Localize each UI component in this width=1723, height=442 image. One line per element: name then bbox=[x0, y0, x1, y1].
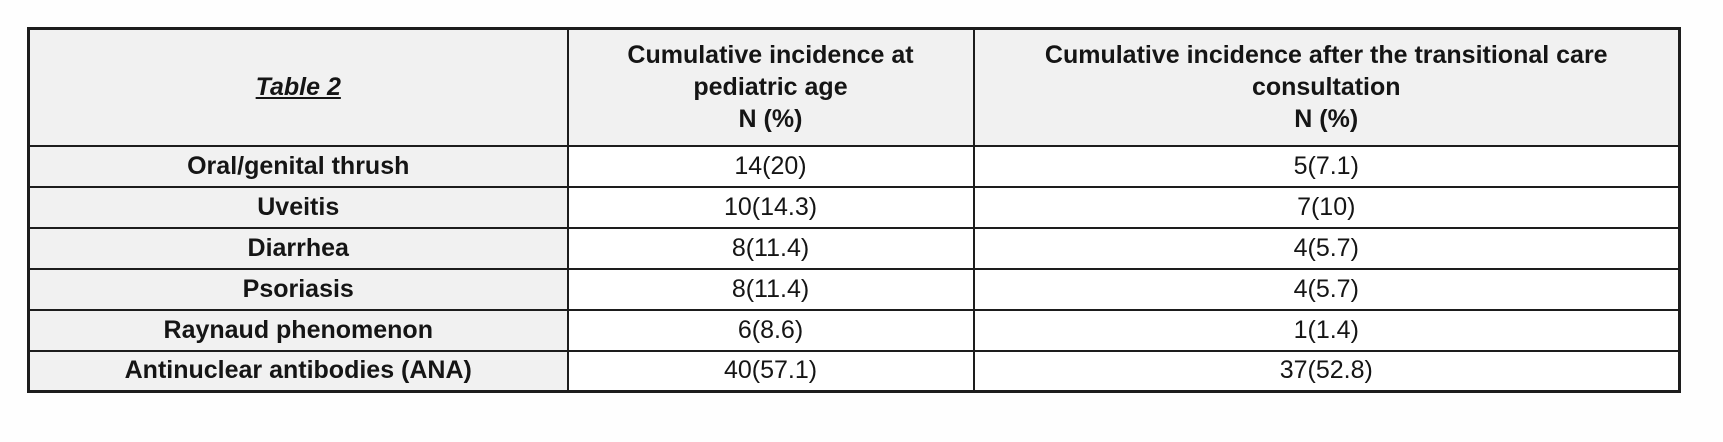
cell-pediatric: 10(14.3) bbox=[566, 185, 975, 229]
row-label: Antinuclear antibodies (ANA) bbox=[27, 349, 569, 393]
column-header-pediatric-unit: N (%) bbox=[738, 105, 803, 134]
column-header-after-consultation-unit: N (%) bbox=[1294, 105, 1359, 134]
column-header-after-consultation: Cumulative incidence after the transitio… bbox=[972, 27, 1681, 147]
cell-after: 4(5.7) bbox=[972, 226, 1681, 270]
table-row: Antinuclear antibodies (ANA) 40(57.1) 37… bbox=[27, 349, 1681, 393]
cell-pediatric: 8(11.4) bbox=[566, 226, 975, 270]
cell-pediatric: 6(8.6) bbox=[566, 308, 975, 352]
column-header-pediatric-label: Cumulative incidence at pediatric age bbox=[627, 41, 914, 102]
cell-pediatric: 40(57.1) bbox=[566, 349, 975, 393]
table-row: Raynaud phenomenon 6(8.6) 1(1.4) bbox=[27, 308, 1681, 352]
cell-pediatric: 14(20) bbox=[566, 144, 975, 188]
row-label: Uveitis bbox=[27, 185, 569, 229]
cell-after: 7(10) bbox=[972, 185, 1681, 229]
incidence-table: Table 2 Cumulative incidence at pediatri… bbox=[27, 27, 1681, 393]
cell-after: 37(52.8) bbox=[972, 349, 1681, 393]
cell-after: 5(7.1) bbox=[972, 144, 1681, 188]
table-caption: Table 2 bbox=[255, 73, 341, 102]
table-row: Oral/genital thrush 14(20) 5(7.1) bbox=[27, 144, 1681, 188]
row-label: Psoriasis bbox=[27, 267, 569, 311]
cell-after: 4(5.7) bbox=[972, 267, 1681, 311]
table-caption-cell: Table 2 bbox=[27, 27, 569, 147]
row-label: Diarrhea bbox=[27, 226, 569, 270]
table-row: Psoriasis 8(11.4) 4(5.7) bbox=[27, 267, 1681, 311]
table-row: Diarrhea 8(11.4) 4(5.7) bbox=[27, 226, 1681, 270]
cell-after: 1(1.4) bbox=[972, 308, 1681, 352]
row-label: Raynaud phenomenon bbox=[27, 308, 569, 352]
table-row: Uveitis 10(14.3) 7(10) bbox=[27, 185, 1681, 229]
table-header-row: Table 2 Cumulative incidence at pediatri… bbox=[27, 27, 1681, 147]
column-header-pediatric: Cumulative incidence at pediatric age N … bbox=[566, 27, 975, 147]
row-label: Oral/genital thrush bbox=[27, 144, 569, 188]
column-header-after-consultation-label: Cumulative incidence after the transitio… bbox=[1044, 41, 1608, 102]
cell-pediatric: 8(11.4) bbox=[566, 267, 975, 311]
